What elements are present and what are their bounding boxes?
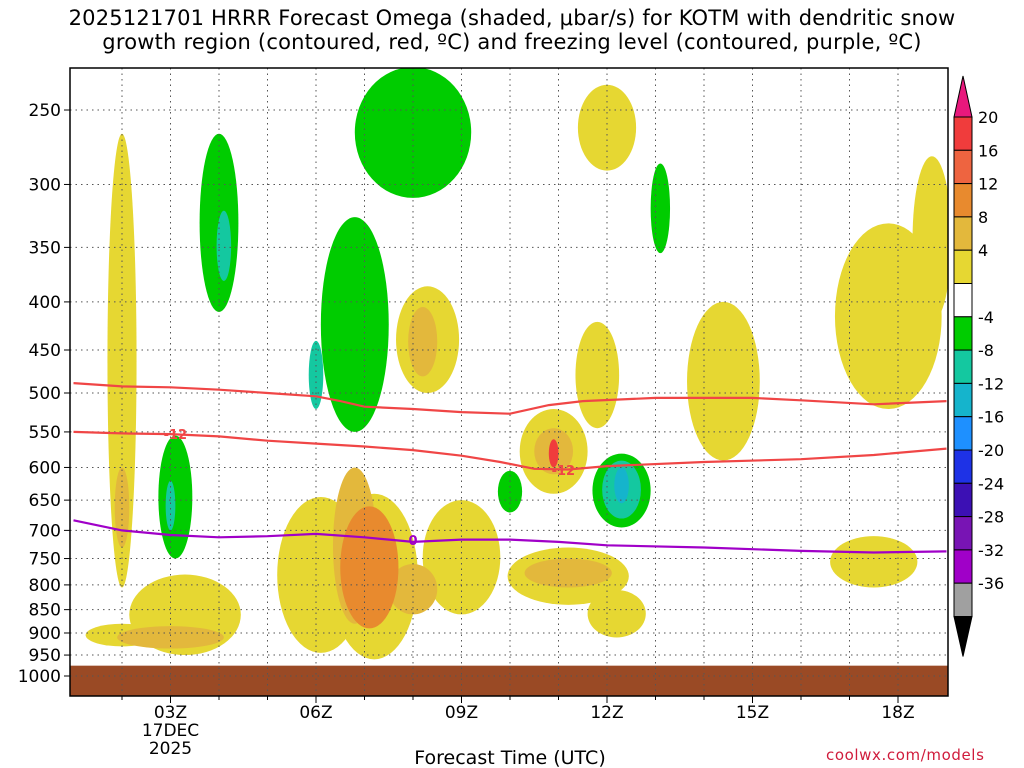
omega-region-26 — [320, 217, 389, 432]
colorbar-segment-7 — [953, 316, 973, 351]
colorbar-label-1: 16 — [978, 141, 998, 160]
x-tick-label-15: 15Z — [736, 703, 769, 723]
omega-region-6 — [422, 500, 501, 615]
x-tick-label-9: 09Z — [445, 703, 478, 723]
y-tick-label-1000: 1000 — [18, 667, 61, 687]
x-tick-label-3: 03Z — [154, 703, 187, 723]
omega-region-15 — [912, 156, 948, 322]
omega-region-10 — [587, 589, 646, 638]
colorbar-segment-5 — [953, 249, 973, 284]
dgz-line-label-1: -12 — [552, 464, 576, 479]
colorbar-segment-13 — [953, 516, 973, 551]
omega-region-36 — [614, 467, 629, 504]
y-tick-label-900: 900 — [29, 624, 61, 644]
colorbar-segment-14 — [953, 549, 973, 584]
colorbar-label-13: -36 — [978, 574, 1004, 593]
colorbar-top-arrow — [953, 75, 973, 118]
x-tick-label-18: 18Z — [881, 703, 914, 723]
y-tick-label-350: 350 — [29, 238, 61, 258]
colorbar-label-6: -8 — [978, 341, 994, 360]
grid — [70, 68, 948, 696]
dgz-line--18C — [73, 382, 947, 415]
colorbar-segment-10 — [953, 416, 973, 451]
x-axis-label: Forecast Time (UTC) — [414, 747, 605, 768]
colorbar-segment-3 — [953, 183, 973, 218]
y-tick-label-550: 550 — [29, 423, 61, 443]
omega-region-22 — [114, 467, 130, 548]
title-line-2: growth region (contoured, red, ºC) and f… — [102, 30, 922, 54]
colorbar-label-0: 20 — [978, 108, 998, 127]
omega-region-32 — [308, 340, 324, 410]
y-tick-label-850: 850 — [29, 601, 61, 621]
colorbar-segment-9 — [953, 382, 973, 418]
colorbar-label-5: -4 — [978, 308, 994, 327]
colorbar-segment-1 — [953, 116, 973, 151]
colorbar-label-4: 4 — [978, 241, 988, 260]
colorbar-segment-12 — [953, 482, 973, 518]
omega-region-12 — [687, 301, 760, 461]
colorbar-segment-6 — [953, 283, 973, 318]
colorbar-segment-4 — [953, 216, 973, 251]
source-credit: coolwx.com/models — [826, 746, 985, 764]
y-tick-label-950: 950 — [29, 646, 61, 666]
omega-region-24 — [548, 439, 559, 468]
dgz-line--12C — [73, 430, 947, 471]
y-tick-label-250: 250 — [29, 101, 61, 121]
omega-region-21 — [524, 558, 612, 588]
y-tick-label-300: 300 — [29, 175, 61, 195]
colorbar-label-3: 8 — [978, 208, 988, 227]
colorbar-segment-8 — [953, 349, 973, 384]
y-tick-label-500: 500 — [29, 384, 61, 404]
y-tick-label-600: 600 — [29, 458, 61, 478]
omega-region-33 — [216, 210, 232, 281]
freezing-line-label-0: 0 — [408, 534, 417, 549]
omega-region-28 — [158, 435, 193, 559]
y-tick-label-450: 450 — [29, 341, 61, 361]
omega-region-27 — [354, 68, 472, 198]
y-tick-label-400: 400 — [29, 293, 61, 313]
omega-region-8 — [575, 321, 620, 429]
x-tick-label-12: 12Z — [590, 703, 623, 723]
y-tick-label-750: 750 — [29, 550, 61, 570]
colorbar-label-9: -20 — [978, 441, 1004, 460]
colorbar-label-11: -28 — [978, 508, 1004, 527]
title-line-1: 2025121701 HRRR Forecast Omega (shaded, … — [68, 6, 956, 30]
x-tick-year: 2025 — [149, 739, 192, 759]
omega-region-31 — [650, 163, 671, 254]
x-tick-label-6: 06Z — [299, 703, 332, 723]
plot-frame — [69, 67, 949, 697]
dgz-line-label-0: -12 — [164, 428, 188, 443]
colorbar-label-10: -24 — [978, 474, 1004, 493]
colorbar-segment-2 — [953, 149, 973, 185]
contour-lines: -12 -12 0 — [73, 382, 947, 554]
colorbar: 20 16 12 8 4 -4 -8 -12 -16 -20 -24 -28 -32 -36 — [953, 75, 1004, 657]
freezing-level-line — [73, 519, 947, 554]
ground-layer — [70, 665, 948, 696]
y-tick-label-700: 700 — [29, 521, 61, 541]
y-tick-label-650: 650 — [29, 491, 61, 511]
axes: 250 300 350 400 450 500 550 600 650 700 750 800 850 9… — [18, 67, 949, 759]
y-tick-label-800: 800 — [29, 576, 61, 596]
omega-region-11 — [577, 84, 637, 171]
omega-region-16 — [117, 626, 224, 649]
colorbar-segment-11 — [953, 449, 973, 484]
omega-region-18 — [388, 563, 438, 615]
colorbar-label-8: -16 — [978, 408, 1004, 427]
colorbar-label-12: -32 — [978, 541, 1004, 560]
colorbar-label-2: 12 — [978, 175, 998, 194]
x-tick-date: 17DEC — [142, 721, 199, 741]
omega-shading — [70, 68, 948, 696]
omega-region-34 — [165, 480, 176, 531]
omega-region-19 — [408, 306, 438, 377]
omega-region-14 — [830, 536, 918, 588]
colorbar-label-7: -12 — [978, 374, 1004, 393]
chart-title: 2025121701 HRRR Forecast Omega (shaded, … — [0, 6, 1024, 54]
colorbar-segment-15 — [953, 582, 973, 618]
colorbar-bottom-arrow — [953, 616, 973, 657]
